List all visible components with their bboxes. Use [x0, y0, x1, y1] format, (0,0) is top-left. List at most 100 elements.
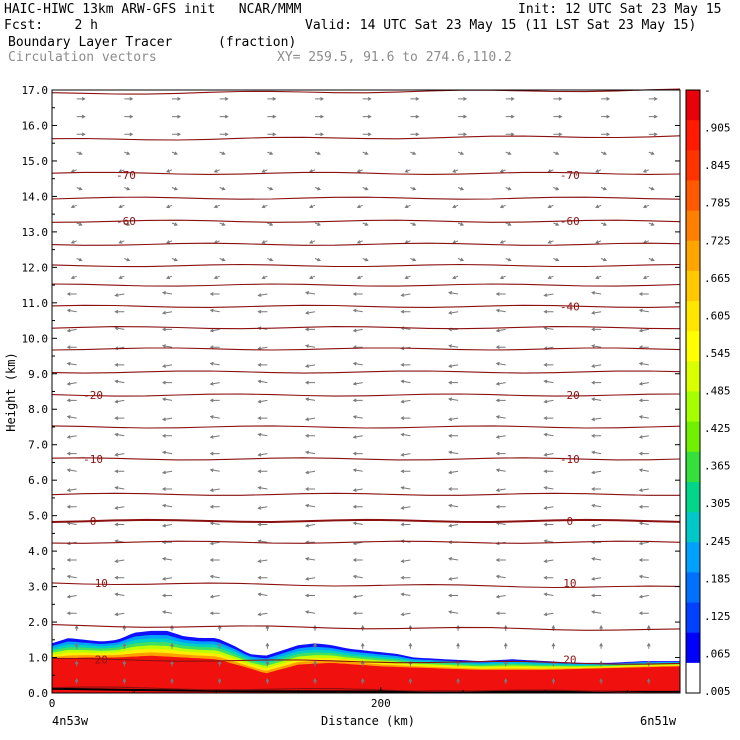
circulation-vector	[161, 344, 173, 348]
circulation-vector	[400, 379, 411, 384]
isotherm-line	[51, 582, 681, 589]
circulation-vector	[543, 559, 554, 563]
circulation-vector	[410, 222, 417, 226]
circulation-vector	[638, 328, 649, 333]
circulation-vector	[209, 381, 220, 386]
circulation-vector	[456, 678, 460, 685]
circulation-vector	[400, 559, 411, 563]
circulation-vector	[543, 363, 554, 367]
y-tick-label: 1.0	[28, 652, 48, 665]
circulation-vector	[638, 308, 649, 313]
circulation-vector	[638, 398, 649, 403]
circulation-vector	[304, 470, 316, 475]
circulation-vector	[408, 642, 413, 649]
y-axis-title: Height (km)	[4, 352, 18, 431]
circulation-vector	[648, 114, 658, 119]
circulation-vector	[352, 611, 363, 616]
circulation-vector	[257, 452, 268, 457]
circulation-vector	[448, 291, 459, 295]
circulation-vector	[209, 328, 220, 333]
isotherm-line	[51, 347, 681, 351]
circulation-vector	[495, 308, 506, 313]
circulation-vector	[76, 222, 83, 226]
circulation-vector	[553, 96, 563, 101]
circulation-vector	[448, 523, 459, 528]
circulation-vector	[356, 204, 363, 209]
circulation-vector	[356, 275, 363, 280]
isotherm-line	[51, 393, 681, 397]
circulation-vector	[257, 575, 268, 580]
isotherm-line	[51, 135, 681, 141]
circulation-vector	[505, 96, 515, 101]
circulation-vector	[304, 487, 315, 491]
circulation-vector	[591, 310, 602, 315]
circulation-vector	[638, 361, 649, 366]
circulation-vector	[209, 558, 220, 562]
circulation-vector	[66, 611, 77, 616]
circulation-vector	[166, 275, 173, 280]
colorbar-label: .425	[704, 422, 731, 435]
colorbar-segment	[686, 662, 700, 694]
circulation-vector	[213, 275, 220, 280]
circulation-vector	[591, 557, 602, 561]
circulation-vector	[114, 575, 125, 580]
colorbar-label: .005	[704, 685, 731, 698]
circulation-vector	[543, 539, 554, 543]
circulation-vector	[591, 503, 602, 508]
circulation-vector	[352, 468, 363, 473]
circulation-vector	[304, 433, 315, 438]
isotherm-label: 0	[567, 515, 574, 528]
isotherm-line	[51, 326, 681, 330]
circulation-vector	[452, 275, 459, 280]
circulation-vector	[313, 642, 317, 649]
isotherm-label: -60	[116, 215, 136, 228]
circulation-vector	[172, 96, 182, 101]
circulation-vector	[66, 488, 77, 492]
colorbar-label: .065	[704, 647, 731, 660]
colorbar-segment	[686, 451, 700, 483]
circulation-vector	[638, 435, 649, 439]
circulation-vector	[70, 275, 77, 280]
circulation-vector	[114, 326, 125, 331]
circulation-vector	[257, 379, 268, 384]
isotherm-label: 20	[95, 653, 108, 666]
circulation-vector	[448, 577, 459, 581]
circulation-vector	[314, 151, 321, 155]
x-axis-title: Distance (km)	[321, 714, 415, 728]
circulation-vector	[161, 380, 172, 385]
colorbar-segment	[686, 481, 700, 513]
circulation-vector	[118, 240, 125, 244]
circulation-vector	[114, 522, 125, 527]
colorbar-segment	[686, 632, 700, 664]
circulation-vector	[495, 451, 506, 456]
circulation-vector	[448, 450, 459, 455]
circulation-vector	[257, 293, 268, 297]
circulation-vector	[114, 309, 125, 314]
circulation-vector	[166, 240, 173, 244]
circulation-vector	[219, 257, 226, 262]
circulation-vector	[114, 612, 125, 617]
circulation-vector	[217, 678, 222, 685]
isotherm-line	[51, 242, 681, 246]
circulation-vector	[591, 487, 602, 491]
circulation-vector	[257, 592, 268, 597]
circulation-vector	[166, 169, 173, 173]
isotherm-label: -10	[83, 453, 103, 466]
circulation-vector	[543, 469, 554, 474]
circulation-vector	[400, 452, 411, 457]
circulation-vector	[257, 416, 268, 420]
circulation-vector	[638, 468, 649, 473]
circulation-vector	[70, 169, 77, 173]
circulation-vector	[362, 222, 369, 226]
circulation-vector	[543, 293, 554, 297]
circulation-vector	[114, 486, 125, 490]
circulation-vector	[352, 435, 363, 439]
circulation-vector	[448, 487, 459, 491]
circulation-vector	[161, 291, 173, 295]
circulation-vector	[76, 96, 86, 101]
circulation-vector	[161, 433, 172, 438]
circulation-vector	[304, 310, 316, 315]
circulation-vector	[313, 660, 317, 667]
colorbar-segment	[686, 572, 700, 604]
circulation-vector	[648, 186, 655, 191]
